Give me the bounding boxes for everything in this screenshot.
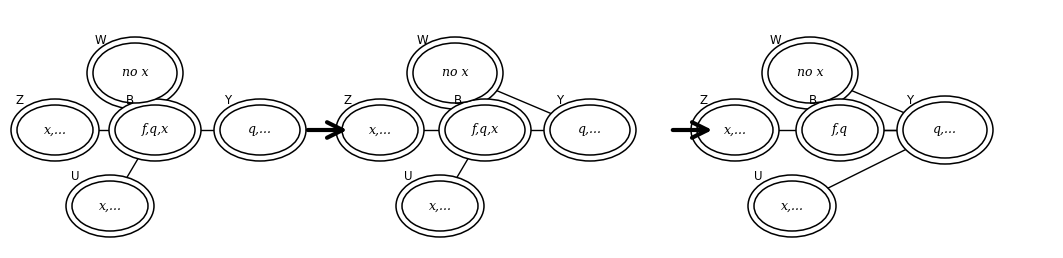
Ellipse shape [414, 43, 497, 103]
Ellipse shape [544, 99, 636, 161]
Text: q,...: q,... [933, 124, 957, 136]
Text: U: U [404, 170, 412, 182]
Text: W: W [95, 34, 106, 46]
Ellipse shape [802, 105, 878, 155]
Text: x,...: x,... [369, 124, 391, 136]
Ellipse shape [796, 99, 884, 161]
Ellipse shape [439, 99, 532, 161]
Text: Y: Y [907, 93, 913, 107]
Ellipse shape [214, 99, 306, 161]
Ellipse shape [897, 96, 993, 164]
Text: f,q,x: f,q,x [141, 124, 169, 136]
Ellipse shape [754, 181, 830, 231]
Ellipse shape [748, 175, 836, 237]
Ellipse shape [402, 181, 478, 231]
Ellipse shape [87, 37, 183, 109]
Text: Z: Z [16, 93, 24, 107]
Text: B: B [454, 93, 462, 107]
Ellipse shape [72, 181, 148, 231]
Text: no x: no x [122, 67, 148, 79]
Text: f,q: f,q [832, 124, 848, 136]
Ellipse shape [115, 105, 195, 155]
Text: x,...: x,... [724, 124, 746, 136]
Text: x,...: x,... [780, 199, 804, 213]
Text: W: W [417, 34, 427, 46]
Ellipse shape [767, 43, 853, 103]
Ellipse shape [697, 105, 773, 155]
Ellipse shape [342, 105, 418, 155]
Text: q,...: q,... [248, 124, 272, 136]
Text: x,...: x,... [44, 124, 67, 136]
Ellipse shape [220, 105, 300, 155]
Text: Z: Z [699, 93, 707, 107]
Text: U: U [754, 170, 762, 182]
Ellipse shape [11, 99, 99, 161]
Text: Y: Y [556, 93, 563, 107]
Ellipse shape [396, 175, 484, 237]
Text: x,...: x,... [428, 199, 452, 213]
Text: Y: Y [224, 93, 232, 107]
Ellipse shape [902, 102, 988, 158]
Ellipse shape [336, 99, 424, 161]
Ellipse shape [762, 37, 858, 109]
Ellipse shape [407, 37, 503, 109]
Text: no x: no x [797, 67, 823, 79]
Text: B: B [809, 93, 817, 107]
Text: B: B [125, 93, 134, 107]
Ellipse shape [17, 105, 92, 155]
Text: q,...: q,... [578, 124, 602, 136]
Text: Z: Z [344, 93, 352, 107]
Ellipse shape [445, 105, 525, 155]
Ellipse shape [109, 99, 201, 161]
Text: f,q,x: f,q,x [471, 124, 499, 136]
Ellipse shape [550, 105, 630, 155]
Ellipse shape [691, 99, 779, 161]
Text: U: U [71, 170, 80, 182]
Ellipse shape [66, 175, 154, 237]
Ellipse shape [92, 43, 178, 103]
Text: x,...: x,... [99, 199, 121, 213]
Text: W: W [770, 34, 781, 46]
Text: no x: no x [442, 67, 468, 79]
